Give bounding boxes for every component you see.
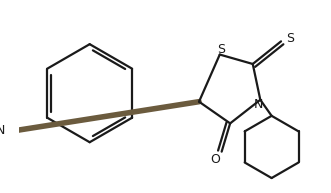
Text: S: S: [286, 32, 295, 45]
Text: S: S: [217, 43, 225, 56]
Text: N: N: [254, 98, 263, 111]
Text: N: N: [0, 124, 5, 136]
Text: O: O: [210, 153, 220, 166]
